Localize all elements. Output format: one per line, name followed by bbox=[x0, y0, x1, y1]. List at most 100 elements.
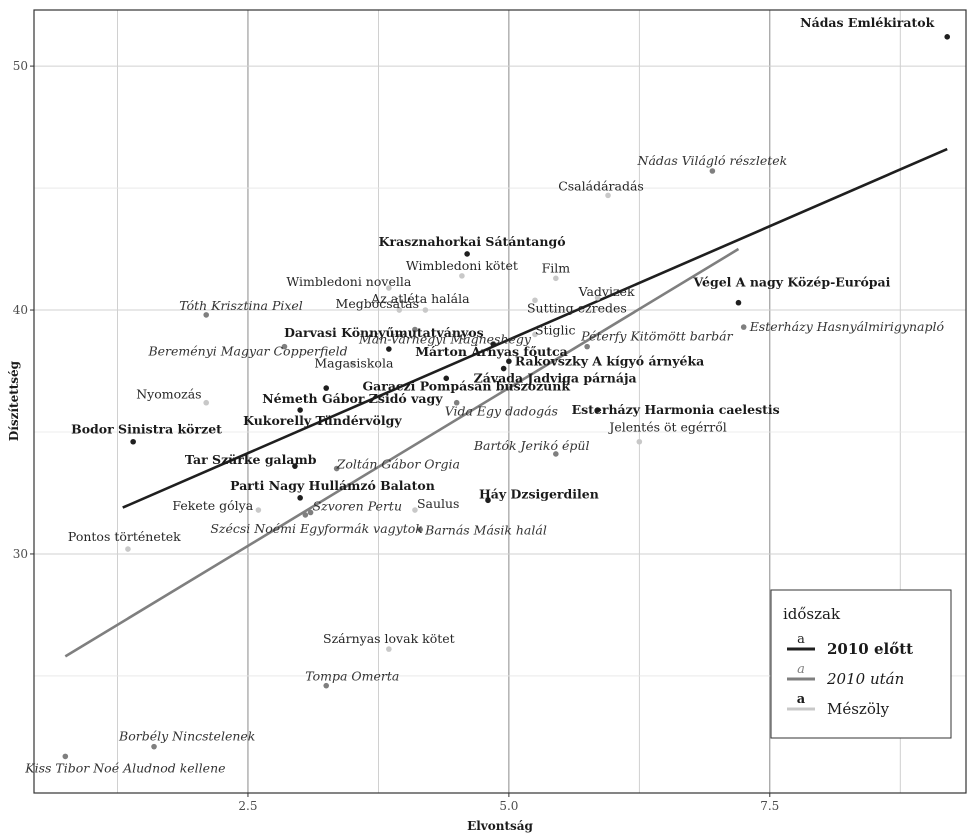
data-point-meszoly bbox=[553, 275, 559, 282]
data-point-utan bbox=[709, 168, 716, 174]
data-point-utan bbox=[333, 465, 340, 472]
y-axis-ticks: 30 40 50 bbox=[13, 59, 34, 561]
point-label: Magasiskola bbox=[314, 356, 394, 371]
data-point-utan bbox=[412, 326, 418, 333]
trend-line-elott bbox=[122, 147, 948, 509]
x-axis-ticks: 2.5 5.0 7.5 bbox=[238, 793, 779, 813]
data-point-meszoly bbox=[422, 307, 429, 313]
point-label: Zoltán Gábor Orgia bbox=[336, 457, 460, 472]
point-label: Esterházy Hasnyálmirigynapló bbox=[749, 319, 945, 334]
point-label: Márton Árnyas főutca bbox=[415, 344, 567, 359]
point-label: Szárnyas lovak kötet bbox=[323, 631, 455, 646]
data-point-elott bbox=[735, 299, 742, 306]
data-point-utan bbox=[307, 509, 314, 516]
grid bbox=[34, 10, 966, 793]
data-point-utan bbox=[281, 343, 288, 350]
trend-line-utan bbox=[64, 247, 740, 658]
point-label: Parti Nagy Hullámzó Balaton bbox=[230, 478, 435, 493]
point-labels: Nádas Emlékiratok Krasznahorkai Sátántang… bbox=[24, 15, 944, 776]
data-point-utan bbox=[62, 753, 69, 760]
point-label: Bereményi Magyar Copperfield bbox=[147, 344, 347, 359]
point-label: Bartók Jerikó épül bbox=[473, 438, 590, 453]
data-point-utan bbox=[203, 312, 210, 318]
data-point-meszoly bbox=[349, 360, 356, 367]
data-point-elott bbox=[464, 251, 470, 257]
point-label: Jelentés öt egérről bbox=[607, 420, 726, 435]
data-point-meszoly bbox=[255, 507, 262, 513]
point-label: Barnás Másik halál bbox=[424, 523, 547, 538]
legend-label: Mészöly bbox=[827, 700, 890, 718]
point-label: Wimbledoni novella bbox=[286, 274, 411, 289]
point-label: Tompa Omerta bbox=[305, 669, 399, 684]
data-point-elott bbox=[500, 365, 507, 372]
legend-box bbox=[770, 589, 952, 739]
y-tick-label: 40 bbox=[13, 303, 28, 317]
data-point-utan bbox=[302, 512, 309, 518]
point-label: Bodor Sinistra körzet bbox=[71, 422, 222, 437]
point-label: Kukorelly Tündérvölgy bbox=[243, 413, 402, 428]
data-point-elott bbox=[506, 358, 512, 365]
point-label: Péterfy Kitömött barbár bbox=[580, 329, 733, 344]
point-label: Szécsi Noémi Egyformák vagytok bbox=[210, 521, 423, 536]
point-label: Vadvizek bbox=[578, 284, 635, 299]
y-axis-title: Díszítettség bbox=[7, 360, 21, 441]
legend-key-glyph: a bbox=[797, 662, 805, 677]
point-label: Megbocsátás bbox=[336, 296, 419, 311]
data-point-utan bbox=[740, 324, 747, 330]
point-label: Stiglic bbox=[535, 322, 576, 337]
point-label: Végel A nagy Közép-Európai bbox=[692, 275, 890, 290]
data-point-elott bbox=[443, 375, 450, 382]
data-point-meszoly bbox=[386, 646, 392, 652]
data-point-meszoly bbox=[396, 307, 403, 313]
point-label: Az atléta halála bbox=[370, 291, 470, 306]
data-point-utan bbox=[453, 399, 460, 406]
data-point-elott bbox=[490, 341, 497, 347]
point-label: Vida Egy dadogás bbox=[445, 404, 558, 419]
point-label: Tóth Krisztina Pixel bbox=[179, 298, 303, 313]
point-label: Fekete gólya bbox=[172, 498, 253, 513]
point-label: Saulus bbox=[417, 496, 460, 511]
data-point-meszoly bbox=[594, 295, 601, 301]
legend-entries: a 2010 előtt a 2010 után a Mészöly bbox=[787, 632, 913, 718]
data-point-utan bbox=[417, 526, 423, 533]
data-point-utan bbox=[323, 682, 330, 689]
point-label: Esterházy Harmonia caelestis bbox=[572, 402, 780, 417]
data-point-meszoly bbox=[532, 331, 538, 338]
point-label: Nyomozás bbox=[136, 387, 201, 402]
x-tick-label: 5.0 bbox=[499, 799, 518, 813]
legend-title: időszak bbox=[783, 605, 841, 623]
x-axis-title: Elvontság bbox=[467, 819, 533, 833]
points-layer bbox=[62, 34, 951, 760]
legend-label: 2010 előtt bbox=[827, 640, 913, 658]
data-point-elott bbox=[292, 463, 298, 469]
data-point-elott bbox=[485, 497, 491, 504]
point-label: Darvasi Könnyűmutatványos bbox=[284, 325, 484, 340]
point-label: Film bbox=[542, 260, 571, 275]
point-label: Borbély Nincstelenek bbox=[118, 729, 255, 744]
point-label: Családáradás bbox=[558, 178, 644, 193]
data-point-meszoly bbox=[412, 507, 418, 513]
data-point-elott bbox=[386, 346, 392, 352]
data-point-meszoly bbox=[636, 438, 643, 445]
point-label: Pontos történetek bbox=[68, 529, 181, 544]
data-point-utan bbox=[584, 343, 590, 350]
data-point-elott bbox=[594, 407, 601, 413]
data-point-elott bbox=[297, 407, 303, 413]
point-label: Nádas Emlékiratok bbox=[800, 15, 934, 30]
data-point-meszoly bbox=[125, 546, 131, 552]
legend: időszak a 2010 előtt a 2010 után a Mészöly bbox=[770, 589, 952, 739]
data-point-elott bbox=[297, 495, 303, 501]
data-point-meszoly bbox=[532, 297, 538, 304]
point-label: Rakovszky A kígyó árnyéka bbox=[515, 353, 704, 368]
data-point-utan bbox=[553, 451, 559, 457]
data-point-elott bbox=[130, 438, 136, 445]
data-point-elott bbox=[323, 385, 330, 391]
data-point-meszoly bbox=[203, 399, 210, 406]
data-point-meszoly bbox=[459, 273, 465, 279]
point-label: Háy Dzsigerdilen bbox=[479, 486, 599, 501]
point-label: Sutting ezredes bbox=[527, 300, 627, 315]
x-tick-label: 7.5 bbox=[760, 799, 779, 813]
plot-border bbox=[33, 9, 967, 794]
y-tick-label: 50 bbox=[13, 59, 28, 73]
